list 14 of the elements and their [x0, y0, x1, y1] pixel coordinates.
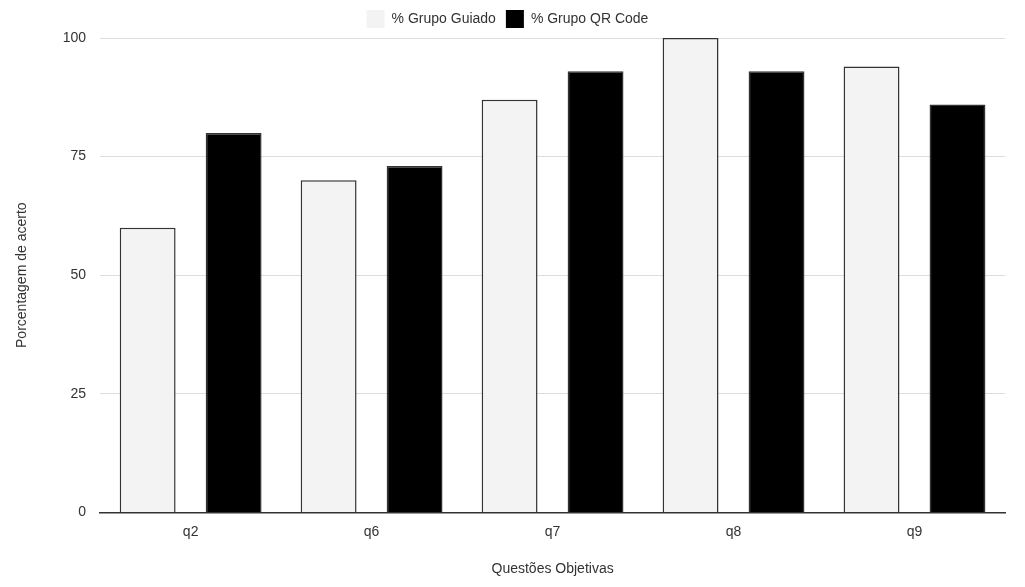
y-tick-label: 75: [70, 147, 87, 164]
legend-label: % Grupo Guiado: [391, 9, 497, 26]
x-tick-label: q2: [182, 522, 199, 539]
y-tick-label: 100: [62, 28, 87, 45]
y-tick-label: 50: [70, 266, 87, 283]
x-tick-label: q7: [544, 522, 561, 539]
y-tick-label: 25: [70, 384, 87, 401]
x-tick-label: q6: [363, 522, 380, 539]
x-tick-label: q9: [906, 522, 923, 539]
x-axis-title: Questões Objetivas: [491, 560, 614, 577]
y-axis-title: Porcentagem de acerto: [13, 202, 30, 348]
y-tick-label: 0: [78, 503, 87, 520]
x-tick-label: q8: [725, 522, 742, 539]
legend-label: % Grupo QR Code: [530, 9, 649, 26]
